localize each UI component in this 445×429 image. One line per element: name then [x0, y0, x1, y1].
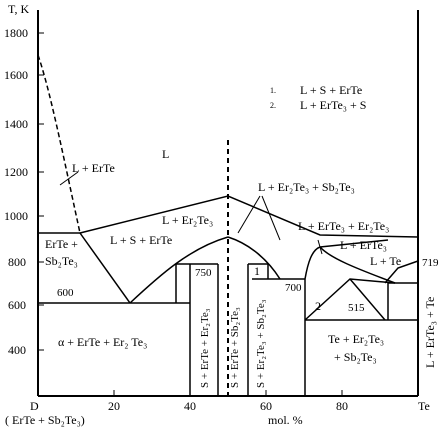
eutectic-valley-right [227, 236, 281, 280]
x-axis-left-end: D [30, 399, 39, 413]
y-axis-title: T, K [8, 2, 29, 16]
region-label-l-erte: L + ErTe [72, 161, 115, 175]
y-tick-marks [38, 32, 44, 351]
region-label-number-1: 1 [254, 264, 260, 278]
legend-item-2-text: L + ErTe₃ + S [300, 98, 366, 112]
leader-line-2 [261, 195, 281, 241]
legend-item-2-number: 2. [270, 101, 276, 110]
x-tick-label: 80 [336, 399, 348, 413]
temperature-label-600: 600 [57, 287, 74, 299]
te-liquidus-line [384, 260, 419, 284]
region-label-liquid: L [162, 147, 169, 161]
region-label-te-er2te3-sb2te3-line2: + Sb₂Te₃ [334, 350, 377, 364]
erte3-boundary-upper [319, 239, 389, 248]
region-2-right [349, 278, 386, 321]
leader-line-1 [237, 195, 261, 234]
x-tick-label: 40 [184, 399, 196, 413]
erte3-boundary-lower [319, 246, 396, 284]
region-label-erte-sb2te3-line1: ErTe + [45, 237, 78, 251]
upper-liquidus-line [79, 195, 419, 238]
y-tick-label: 1800 [4, 26, 28, 40]
region-label-alpha: α + ErTe + Er₂ Te₃ [58, 335, 147, 349]
y-tick-label: 1600 [4, 68, 28, 82]
region-label-te-er2te3-sb2te3-line1: Te + Er₂Te₃ [328, 332, 384, 346]
region-label-l-er2te3-sb2te3: L + Er₂Te₃ + Sb₂Te₃ [258, 180, 355, 194]
region-label-l-erte3-te: L + ErTe₃ + Te [423, 297, 437, 368]
region-label-l-te: L + Te [370, 254, 401, 268]
erte-liquidus-line [37, 54, 81, 234]
region-label-s-erte-er2te3: S + ErTe + Er₂Te₃ [199, 308, 211, 388]
region-label-l-s-erte: L + S + ErTe [110, 233, 172, 247]
temperature-label-750: 750 [195, 267, 212, 279]
y-tick-label: 1200 [4, 165, 28, 179]
y-tick-label: 400 [8, 343, 26, 357]
temperature-label-719: 719 [422, 257, 439, 269]
x-tick-label: 60 [260, 399, 272, 413]
phase-boundaries [37, 54, 419, 396]
region-label-s-er2te3-sb2te3: S + Er₂Te₃ + Sb₂Te₃ [255, 299, 267, 388]
region-label-l-erte3-er2te3: L + ErTe₃ + Er₂Te₃ [298, 219, 389, 233]
region-label-s-erte-sb2te3: S + ErTe + Sb₂Te₃ [229, 307, 241, 388]
region-label-erte-sb2te3-line2: Sb₂Te₃ [45, 254, 78, 268]
x-tick-label: 20 [108, 399, 120, 413]
region-label-l-er2te3: L + Er₂Te₃ [162, 213, 213, 227]
temperature-label-700: 700 [285, 282, 302, 294]
erte3-boundary-left [304, 246, 321, 280]
legend-item-1-number: 1. [270, 86, 276, 95]
leader-line-4 [59, 171, 79, 186]
y-tick-label: 600 [8, 298, 26, 312]
x-axis-title: mol. % [268, 413, 303, 427]
erte-boundary-line [79, 232, 131, 304]
region-label-l-erte3: L + ErTe₃ [340, 238, 387, 252]
x-axis-right-end: Te [418, 399, 430, 413]
legend-item-1-text: L + S + ErTe [300, 83, 362, 97]
leader-line-3 [317, 239, 323, 255]
temperature-label-515: 515 [348, 302, 365, 314]
region-label-number-2: 2 [315, 299, 321, 313]
y-tick-label: 800 [8, 255, 26, 269]
left-composition-label: ( ErTe + Sb₂Te₃) [5, 413, 85, 427]
y-tick-label: 1400 [4, 117, 28, 131]
y-tick-label: 1000 [4, 209, 28, 223]
